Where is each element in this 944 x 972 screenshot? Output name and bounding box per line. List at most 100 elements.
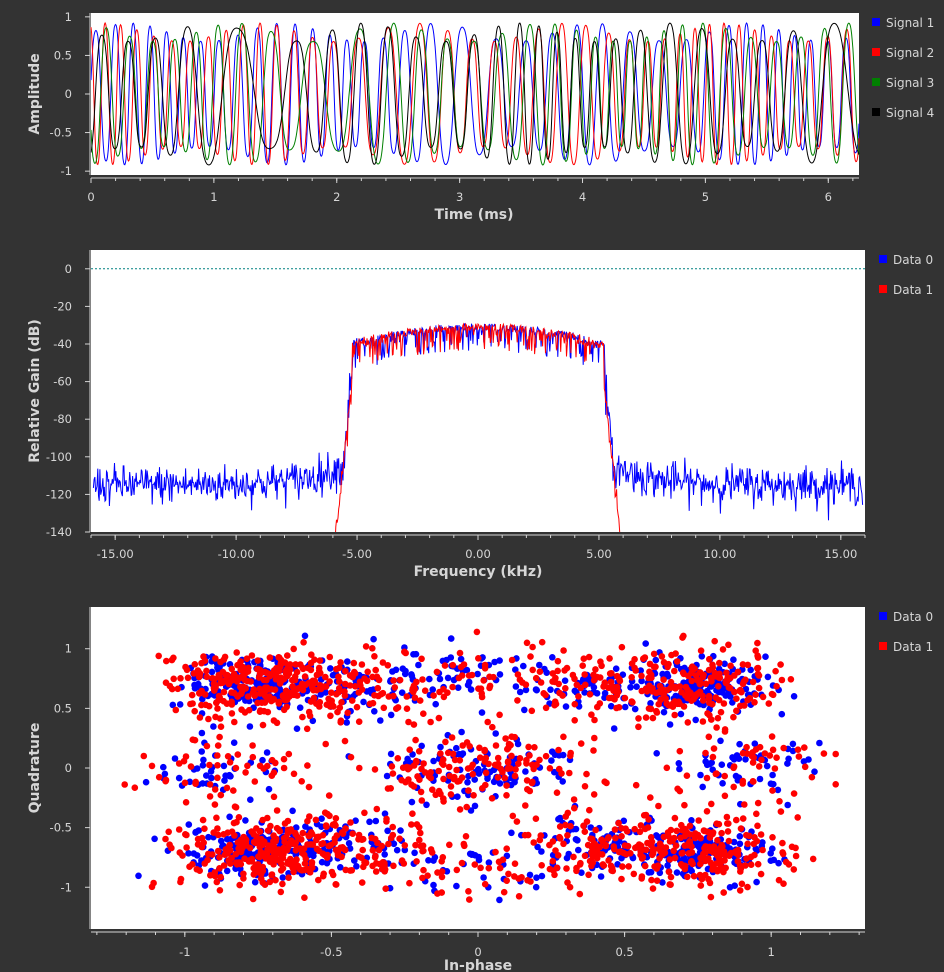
constellation-point: [344, 658, 351, 665]
constellation-point: [474, 670, 481, 678]
constellation-point: [135, 872, 142, 880]
constellation-point: [697, 854, 704, 862]
constellation-point: [242, 769, 249, 776]
legend-swatch: [879, 255, 887, 263]
constellation-point: [629, 699, 636, 706]
constellation-point: [559, 751, 567, 759]
constellation-point: [383, 815, 390, 823]
x-tick-label: 10.00: [703, 547, 736, 561]
legend-swatch: [872, 18, 880, 26]
constellation-point: [418, 797, 426, 804]
constellation-point: [238, 706, 245, 713]
constellation-point: [232, 859, 240, 866]
constellation-point: [548, 757, 555, 764]
constellation-point: [228, 854, 235, 862]
constellation-point: [551, 698, 559, 705]
constellation-point: [391, 684, 399, 691]
constellation-point: [665, 660, 672, 668]
signal-line: [90, 22, 860, 166]
constellation-point: [375, 676, 383, 684]
constellation-point: [503, 782, 510, 789]
constellation-point: [202, 701, 209, 709]
constellation-point: [220, 656, 228, 663]
constellation-point: [448, 734, 456, 741]
constellation-point: [641, 862, 649, 870]
constellation-point: [646, 668, 653, 676]
constellation-point: [650, 650, 658, 658]
constellation-point: [279, 880, 286, 888]
constellation-point: [496, 780, 504, 787]
constellation-point: [279, 874, 287, 881]
constellation-point: [326, 678, 333, 685]
legend-label[interactable]: Signal 4: [886, 106, 934, 120]
constellation-point: [401, 670, 409, 678]
constellation-point: [743, 743, 750, 751]
constellation-point: [201, 825, 208, 832]
constellation-point: [580, 822, 587, 830]
legend-label[interactable]: Data 0: [893, 610, 933, 624]
constellation-point: [617, 848, 625, 855]
constellation-point: [730, 764, 737, 772]
constellation-plot-series: [121, 628, 839, 904]
constellation-point: [790, 693, 798, 700]
constellation-point: [356, 764, 363, 772]
time-plot-area[interactable]: [91, 13, 859, 175]
constellation-point: [456, 757, 464, 764]
constellation-point: [294, 845, 301, 852]
constellation-point: [396, 835, 403, 842]
constellation-point: [708, 716, 715, 723]
constellation-point: [715, 674, 722, 681]
constellation-point: [300, 639, 307, 646]
constellation-point: [362, 643, 370, 650]
legend-label[interactable]: Signal 1: [886, 16, 934, 30]
constellation-point: [316, 682, 324, 689]
legend-label[interactable]: Data 1: [893, 640, 933, 654]
constellation-point: [526, 787, 534, 795]
constellation-point: [155, 773, 163, 781]
legend-label[interactable]: Signal 2: [886, 46, 934, 60]
constellation-point: [528, 707, 536, 715]
constellation-point: [393, 846, 401, 854]
constellation-point: [600, 862, 608, 869]
constellation-point: [312, 816, 320, 824]
constellation-point: [451, 773, 458, 781]
constellation-point: [443, 868, 451, 875]
constellation-point: [792, 844, 799, 852]
constellation-point: [355, 718, 363, 725]
constellation-point: [410, 688, 417, 696]
constellation-point: [460, 840, 468, 848]
constellation-point: [515, 893, 523, 900]
constellation-point: [596, 674, 604, 681]
constellation-point: [522, 686, 530, 694]
constellation-point: [613, 672, 621, 680]
constellation-point: [268, 871, 276, 878]
constellation-point: [688, 849, 696, 856]
constellation-point: [668, 702, 676, 710]
constellation-point: [410, 721, 418, 728]
constellation-point: [632, 781, 640, 789]
constellation-point: [538, 862, 545, 869]
constellation-point: [602, 841, 610, 849]
constellation-point: [575, 846, 582, 854]
constellation-point: [369, 645, 376, 652]
constellation-point: [201, 860, 208, 867]
constellation-point: [684, 686, 691, 694]
constellation-point: [390, 862, 397, 870]
legend-label[interactable]: Data 0: [893, 253, 933, 267]
constellation-point: [411, 694, 419, 701]
constellation-point: [215, 692, 223, 700]
constellation-point: [593, 690, 601, 697]
constellation-point: [679, 827, 686, 834]
constellation-point: [832, 750, 839, 758]
constellation-point: [187, 763, 195, 770]
constellation-point: [714, 714, 722, 722]
constellation-point: [560, 840, 567, 848]
constellation-point: [561, 677, 569, 684]
legend-label[interactable]: Data 1: [893, 283, 933, 297]
constellation-point: [192, 829, 199, 836]
constellation-point: [638, 855, 646, 862]
y-tick-label: -140: [46, 525, 72, 539]
constellation-point: [413, 758, 420, 766]
legend-label[interactable]: Signal 3: [886, 76, 934, 90]
constellation-point: [322, 673, 329, 681]
